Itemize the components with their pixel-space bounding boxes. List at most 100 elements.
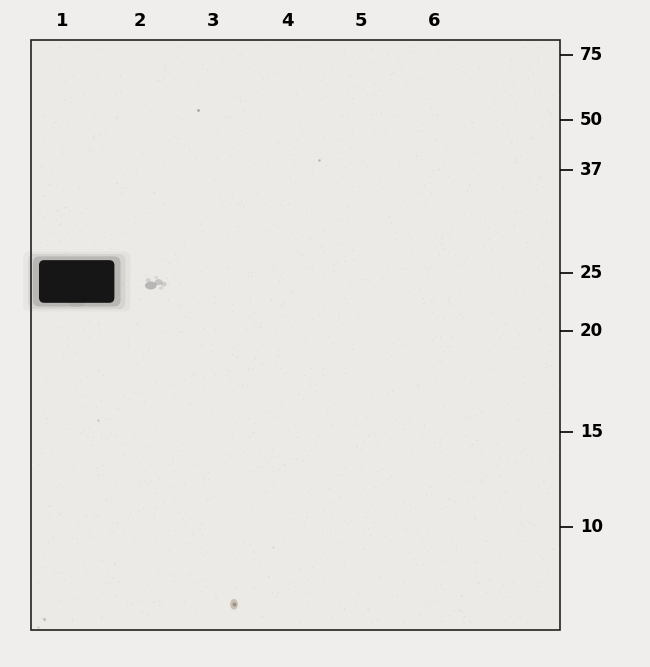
Point <box>169 389 179 400</box>
Point <box>436 332 446 343</box>
Point <box>343 509 354 520</box>
Point <box>369 129 380 140</box>
Point <box>136 388 147 398</box>
Point <box>343 108 353 119</box>
Point <box>128 542 138 552</box>
Point <box>330 223 341 233</box>
Point <box>38 136 49 147</box>
Point <box>271 357 281 368</box>
Point <box>231 418 241 429</box>
Point <box>58 175 69 185</box>
Point <box>302 508 312 518</box>
Point <box>244 204 254 215</box>
Point <box>153 618 164 629</box>
Point <box>148 351 159 362</box>
Point <box>449 581 460 592</box>
Point <box>348 245 358 255</box>
Point <box>33 456 44 467</box>
Point <box>541 281 552 291</box>
Point <box>539 476 549 487</box>
Point <box>389 319 399 329</box>
Point <box>254 462 264 472</box>
Point <box>334 525 345 536</box>
Point <box>214 421 225 432</box>
Point <box>340 368 350 379</box>
Point <box>280 297 291 307</box>
Point <box>169 271 179 282</box>
Point <box>328 462 338 473</box>
Point <box>468 338 478 348</box>
Point <box>356 112 367 123</box>
Point <box>474 327 484 338</box>
Point <box>164 525 175 536</box>
Point <box>385 400 395 411</box>
FancyBboxPatch shape <box>39 260 114 303</box>
Point <box>179 236 190 247</box>
Point <box>44 179 55 190</box>
Point <box>491 408 501 419</box>
Point <box>384 378 394 389</box>
Point <box>546 118 556 129</box>
Point <box>498 579 508 590</box>
Point <box>302 553 312 564</box>
Point <box>281 576 291 587</box>
Point <box>382 476 393 486</box>
Point <box>221 112 231 123</box>
Point <box>240 116 250 127</box>
Point <box>182 342 192 352</box>
Point <box>79 535 90 546</box>
Point <box>250 315 260 326</box>
Point <box>173 445 183 456</box>
Point <box>506 284 516 295</box>
Point <box>256 321 266 332</box>
Point <box>309 514 319 525</box>
Point <box>413 342 424 352</box>
Point <box>292 135 302 146</box>
Point <box>291 319 302 329</box>
Point <box>437 231 447 242</box>
Point <box>382 49 393 60</box>
Point <box>428 560 439 571</box>
Point <box>130 534 140 544</box>
Point <box>324 225 334 235</box>
Point <box>60 202 71 213</box>
Point <box>348 340 358 350</box>
Point <box>439 544 449 554</box>
Point <box>516 96 526 107</box>
Point <box>278 310 289 321</box>
Point <box>239 514 250 524</box>
Point <box>92 402 102 413</box>
Point <box>38 575 49 586</box>
Point <box>521 242 532 253</box>
Point <box>356 229 366 240</box>
Point <box>133 506 144 516</box>
Point <box>527 133 538 143</box>
Point <box>414 187 424 197</box>
Point <box>65 187 75 198</box>
Point <box>490 591 501 602</box>
Point <box>64 205 75 216</box>
Point <box>525 269 535 280</box>
Point <box>372 581 383 592</box>
Point <box>56 211 66 222</box>
Point <box>396 341 407 352</box>
Point <box>119 390 129 400</box>
Point <box>254 506 265 517</box>
Point <box>146 305 157 315</box>
Point <box>146 140 156 151</box>
Point <box>289 143 299 153</box>
Point <box>318 370 328 381</box>
Point <box>226 150 236 161</box>
Point <box>111 591 122 602</box>
Point <box>85 155 96 166</box>
Point <box>416 519 426 530</box>
Point <box>543 568 553 578</box>
Point <box>177 578 188 588</box>
Point <box>183 570 193 580</box>
Point <box>532 251 543 262</box>
Point <box>34 460 44 470</box>
Point <box>369 58 380 69</box>
Point <box>502 128 513 139</box>
Point <box>387 590 398 601</box>
Point <box>538 121 549 132</box>
